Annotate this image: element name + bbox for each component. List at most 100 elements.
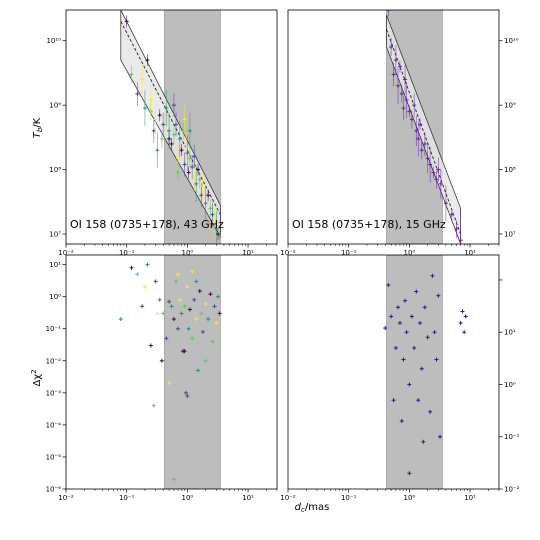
data-point <box>434 170 439 189</box>
data-point <box>393 45 398 76</box>
data-point <box>145 262 150 267</box>
data-point <box>210 339 215 344</box>
y-tick-label: 10⁸ <box>49 166 61 174</box>
data-point <box>151 118 156 143</box>
data-point <box>458 320 463 325</box>
data-point <box>409 110 414 129</box>
data-point <box>208 292 213 297</box>
data-point <box>169 137 174 150</box>
data-point <box>407 382 412 387</box>
y-tick-label: 10⁻⁶ <box>46 486 62 494</box>
data-point <box>217 227 222 244</box>
data-point <box>194 317 199 322</box>
data-point <box>153 279 158 284</box>
data-point <box>412 345 417 350</box>
data-point <box>214 321 219 326</box>
data-point <box>422 305 427 310</box>
data-point <box>386 10 391 16</box>
panel-chi-43: 10⁻² 10⁻¹ 10⁰ 10¹ 10⁻⁶ 10⁻⁵ 10⁻⁴ 10⁻³ 10⁻² 10⁻¹ 10… <box>46 254 278 502</box>
data-point <box>414 115 419 146</box>
data-point <box>194 165 199 202</box>
data-point <box>404 82 409 119</box>
x-tick-label: 10⁻² <box>58 494 74 502</box>
x-tick-label: 10¹ <box>242 249 254 257</box>
data-point <box>151 403 156 408</box>
data-point <box>460 309 465 314</box>
x-tick-label: 10⁻² <box>280 249 296 257</box>
y-tick-label: 10⁷ <box>49 231 61 239</box>
data-point <box>129 65 134 84</box>
data-point <box>190 154 195 179</box>
data-point <box>214 210 219 244</box>
data-point <box>412 93 417 118</box>
data-point <box>175 272 180 277</box>
data-point <box>200 329 205 334</box>
y-tick-label: 10¹⁰ <box>504 37 519 45</box>
y-tick-label: 10⁸ <box>504 166 516 174</box>
data-point <box>185 393 190 398</box>
data-point <box>174 112 179 137</box>
x-tick-label: 10¹ <box>242 494 254 502</box>
data-point <box>177 120 182 157</box>
data-point <box>135 81 140 106</box>
data-point <box>142 90 147 127</box>
data-point <box>428 146 433 183</box>
y-tick-label: 10⁻² <box>46 357 62 365</box>
data-point <box>167 299 172 304</box>
data-point <box>416 120 421 157</box>
data-point <box>454 219 459 238</box>
data-point <box>397 60 402 73</box>
data-point <box>418 320 423 325</box>
data-point <box>129 265 134 270</box>
data-point <box>383 326 388 331</box>
data-point <box>443 185 448 222</box>
data-point <box>159 129 164 148</box>
data-point <box>217 311 222 316</box>
data-point <box>135 272 140 277</box>
data-point <box>419 141 424 160</box>
data-point <box>389 37 394 56</box>
data-point <box>179 311 184 316</box>
data-point <box>436 293 441 298</box>
x-tick-label: 10⁻¹ <box>119 494 135 502</box>
y-tick-label: 10⁹ <box>49 102 61 110</box>
core-band <box>164 255 221 489</box>
x-tick-label: 10⁻¹ <box>119 249 135 257</box>
data-point <box>187 307 192 312</box>
y-tick-label: 10⁻¹ <box>46 325 62 333</box>
y-tick-label: 10⁻² <box>504 486 520 494</box>
data-point <box>422 131 427 156</box>
data-point <box>155 132 160 169</box>
panel-tb-15: 10⁻² 10⁻¹ 10⁰ 10¹ 10⁷ 10⁸ 10⁹ 10¹⁰ OI 158 (0735+… <box>280 9 519 257</box>
y-tick-label: 10⁻⁵ <box>46 453 62 461</box>
data-point <box>393 345 398 350</box>
x-tick-label: 10⁻¹ <box>341 494 357 502</box>
data-point <box>391 398 396 403</box>
data-point <box>199 311 204 316</box>
data-point <box>449 208 454 221</box>
panel-label: OI 158 (0735+178), 43 GHz <box>70 218 224 231</box>
data-point <box>142 285 147 290</box>
y-tick-label: 10¹⁰ <box>46 37 61 45</box>
axes-frame <box>65 9 278 245</box>
data-point <box>216 294 221 299</box>
panel-chi-15: 10⁻² 10⁻¹ 10⁰ 10¹ 10⁻² 10⁻¹ 10⁰ 10¹ <box>280 254 520 502</box>
x-tick-label: 10¹ <box>464 494 476 502</box>
y-tick-label: 10⁷ <box>504 231 516 239</box>
data-point <box>208 199 213 218</box>
data-point <box>434 357 439 362</box>
data-point <box>171 317 176 322</box>
data-point <box>184 390 189 395</box>
data-point <box>161 112 166 137</box>
data-point <box>118 317 123 322</box>
data-point <box>430 273 435 278</box>
x-tick-label: 10⁰ <box>404 494 416 502</box>
data-point <box>421 439 426 444</box>
data-point <box>407 105 412 118</box>
data-point <box>155 311 160 316</box>
x-axis-label: dc/mas <box>295 502 330 514</box>
y-tick-label: 10⁻¹ <box>504 433 520 441</box>
data-point <box>397 320 402 325</box>
x-tick-label: 10⁻² <box>58 249 74 257</box>
data-point <box>206 189 211 202</box>
